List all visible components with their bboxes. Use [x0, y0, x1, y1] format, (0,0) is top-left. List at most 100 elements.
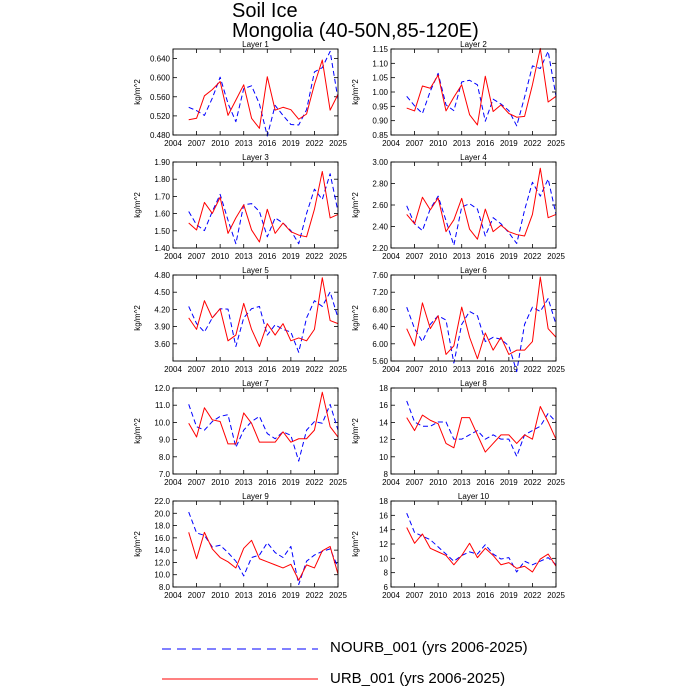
x-tick-label: 2004: [382, 591, 400, 600]
panel-layer-5: Layer 5 kg/m^2 2004 2007 2010 2013 2016 2019 202…: [133, 266, 347, 374]
y-tick-label: 12: [379, 540, 388, 549]
x-tick-label: 2025: [547, 139, 565, 148]
panel-layer-4: Layer 4 kg/m^2 2004 2007 2010 2013 2016 2019 202…: [351, 153, 565, 261]
x-tick-label: 2004: [382, 252, 400, 261]
x-tick-label: 2007: [188, 365, 206, 374]
y-tick-label: 8: [384, 470, 389, 479]
panel-title: Layer 1: [242, 40, 269, 49]
y-axis-label: kg/m^2: [133, 305, 142, 331]
x-tick-label: 2025: [329, 139, 347, 148]
y-tick-label: 1.00: [372, 88, 388, 97]
series-line-urb: [406, 167, 557, 240]
y-tick-label: 1.10: [372, 59, 388, 68]
x-tick-label: 2019: [500, 478, 518, 487]
panel-layer-7: Layer 7 kg/m^2 2004 2007 2010 2013 2016 2019 202…: [133, 379, 347, 487]
y-tick-label: 0.520: [150, 112, 171, 121]
y-tick-label: 18: [379, 384, 388, 393]
series-line-nourb: [188, 403, 339, 462]
y-tick-label: 10.0: [154, 571, 170, 580]
x-tick-label: 2019: [282, 252, 300, 261]
x-tick-label: 2025: [547, 252, 565, 261]
x-tick-label: 2025: [329, 365, 347, 374]
x-tick-label: 2013: [453, 478, 471, 487]
panel-frame: [172, 48, 339, 136]
y-tick-label: 4.20: [154, 305, 170, 314]
y-tick-label: 20.0: [154, 509, 170, 518]
x-tick-label: 2013: [453, 139, 471, 148]
panel-layer-9: Layer 9 kg/m^2 2004 2007 2010 2013 2016 2019 202…: [133, 492, 347, 600]
y-tick-label: 0.640: [150, 55, 171, 64]
panel-title: Layer 2: [460, 40, 487, 49]
y-tick-label: 10.0: [154, 418, 170, 427]
x-tick-label: 2016: [258, 252, 276, 261]
y-axis-label: kg/m^2: [133, 418, 142, 444]
y-tick-label: 2.60: [372, 201, 388, 210]
y-tick-label: 0.85: [372, 131, 388, 140]
series-line-nourb: [188, 173, 339, 245]
x-tick-label: 2007: [406, 478, 424, 487]
x-tick-label: 2019: [500, 139, 518, 148]
series-line-urb: [406, 276, 557, 360]
y-tick-label: 8.0: [159, 583, 171, 592]
series-line-nourb: [188, 50, 339, 137]
x-tick-label: 2016: [476, 478, 494, 487]
x-tick-label: 2025: [329, 252, 347, 261]
y-tick-label: 6.00: [372, 340, 388, 349]
y-tick-label: 2.40: [372, 223, 388, 232]
y-tick-label: 0.90: [372, 117, 388, 126]
x-tick-label: 2022: [524, 365, 542, 374]
panel-title: Layer 7: [242, 379, 269, 388]
y-tick-label: 1.70: [154, 192, 170, 201]
y-tick-label: 1.50: [154, 227, 170, 236]
series-line-urb: [188, 59, 339, 129]
x-tick-label: 2010: [429, 139, 447, 148]
x-tick-label: 2019: [282, 139, 300, 148]
x-tick-label: 2016: [258, 478, 276, 487]
x-tick-label: 2016: [258, 139, 276, 148]
panel-title: Layer 4: [460, 153, 487, 162]
panel-frame: [390, 500, 557, 588]
x-tick-label: 2019: [282, 365, 300, 374]
panel-frame: [172, 274, 339, 362]
y-axis-label: kg/m^2: [351, 79, 360, 105]
x-tick-label: 2019: [500, 252, 518, 261]
y-tick-label: 6.80: [372, 305, 388, 314]
y-tick-label: 22.0: [154, 497, 170, 506]
x-tick-label: 2010: [211, 365, 229, 374]
series-line-nourb: [406, 512, 557, 573]
series-line-urb: [406, 47, 557, 126]
x-tick-label: 2025: [547, 365, 565, 374]
y-tick-label: 18.0: [154, 522, 170, 531]
y-tick-label: 1.05: [372, 74, 388, 83]
x-tick-label: 2022: [306, 139, 324, 148]
y-tick-label: 16: [379, 401, 388, 410]
y-tick-label: 12: [379, 436, 388, 445]
x-tick-label: 2022: [524, 478, 542, 487]
x-tick-label: 2013: [235, 591, 253, 600]
y-tick-label: 1.60: [154, 210, 170, 219]
x-tick-label: 2013: [453, 591, 471, 600]
x-tick-label: 2022: [524, 252, 542, 261]
x-tick-label: 2016: [476, 365, 494, 374]
legend-label-nourb: NOURB_001 (yrs 2006-2025): [330, 639, 528, 656]
panel-title: Layer 10: [458, 492, 490, 501]
x-tick-label: 2022: [306, 365, 324, 374]
x-tick-label: 2010: [429, 252, 447, 261]
y-tick-label: 3.00: [372, 158, 388, 167]
panel-frame: [390, 48, 557, 136]
panel-layer-3: Layer 3 kg/m^2 2004 2007 2010 2013 2016 2019 202…: [133, 153, 347, 261]
x-tick-label: 2025: [329, 478, 347, 487]
panel-title: Layer 9: [242, 492, 269, 501]
x-tick-label: 2004: [382, 139, 400, 148]
x-tick-label: 2004: [164, 365, 182, 374]
y-tick-label: 1.40: [154, 244, 170, 253]
y-tick-label: 0.95: [372, 102, 388, 111]
series-line-nourb: [406, 400, 557, 457]
x-tick-label: 2013: [453, 365, 471, 374]
panel-frame: [390, 161, 557, 249]
x-tick-label: 2004: [382, 365, 400, 374]
y-tick-label: 7.20: [372, 288, 388, 297]
series-line-nourb: [406, 178, 557, 246]
x-tick-label: 2013: [235, 252, 253, 261]
